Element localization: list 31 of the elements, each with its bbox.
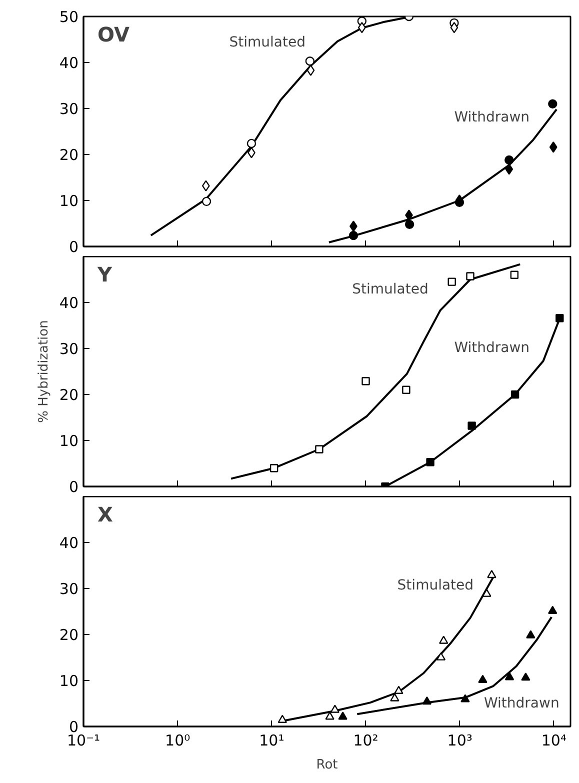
y-tick-label: 30 (59, 100, 79, 118)
y-tick-label: 10 (59, 192, 79, 210)
y-tick-label: 30 (59, 580, 79, 598)
x-tick-label: 10⁴ (541, 732, 566, 750)
annotation: Stimulated (229, 34, 306, 51)
x-axis-title: Rot (316, 758, 338, 772)
y-tick-label: 20 (59, 146, 79, 164)
x-tick-label: 10² (353, 732, 378, 750)
annotation: Stimulated (352, 282, 428, 298)
chart-title: X (98, 502, 114, 526)
y-tick-label: 10 (59, 432, 79, 450)
x-tick-label: 10³ (447, 732, 472, 750)
y-tick-label: 30 (59, 340, 79, 358)
chart-title: Y (96, 262, 112, 286)
y-tick-label: 10 (59, 672, 79, 690)
y-tick-label: 40 (59, 534, 79, 552)
annotation: Withdrawn (454, 110, 530, 126)
x-tick-label: 10⁰ (165, 732, 190, 750)
y-tick-label: 50 (59, 8, 79, 26)
y-tick-label: 40 (59, 294, 79, 312)
y-tick-label: 20 (59, 626, 79, 644)
y-axis-title: % Hybridization (36, 320, 52, 423)
annotation: Withdrawn (454, 340, 530, 356)
annotation: Stimulated (397, 578, 474, 594)
chart-title: OV (98, 22, 130, 46)
y-tick-label: 20 (59, 386, 79, 404)
y-tick-label: 0 (68, 238, 79, 256)
y-tick-label: 40 (59, 54, 79, 72)
annotation: Withdrawn (484, 696, 560, 712)
x-tick-label: 10¹ (259, 732, 284, 750)
y-tick-label: 0 (68, 478, 79, 496)
